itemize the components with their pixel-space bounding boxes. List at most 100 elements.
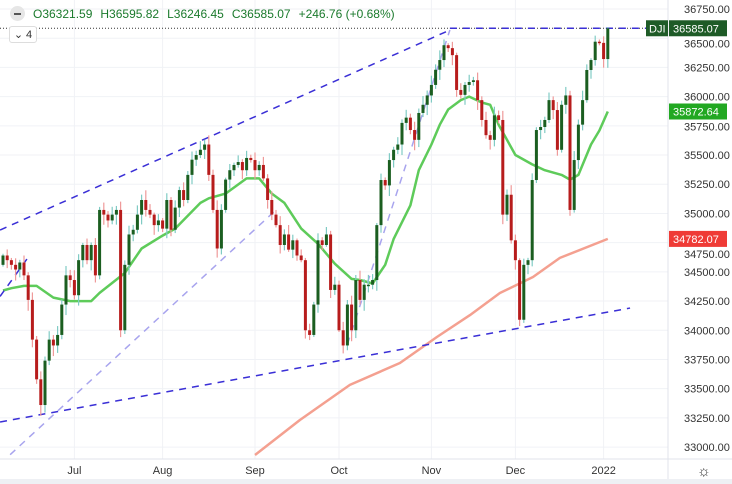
candle-body <box>287 234 291 250</box>
candle <box>249 154 253 163</box>
trendline <box>0 307 631 423</box>
candle-body <box>539 126 543 131</box>
candle-body <box>350 304 354 331</box>
candle-body <box>404 117 408 123</box>
candle <box>207 135 211 181</box>
candle <box>161 217 165 233</box>
candle <box>43 356 47 413</box>
candle <box>186 171 190 204</box>
candle-body <box>387 160 391 186</box>
candle-body <box>77 260 81 296</box>
time-axis-label: Oct <box>330 465 347 477</box>
candle <box>51 335 55 357</box>
candle <box>488 130 492 150</box>
candle-body <box>282 234 286 245</box>
candle <box>501 110 505 225</box>
candle <box>102 202 106 225</box>
candle <box>240 159 244 180</box>
candle-body <box>392 149 396 161</box>
candle <box>316 233 320 313</box>
candle <box>203 139 207 159</box>
candle <box>476 72 480 110</box>
price-axis-label: 33750.00 <box>684 354 730 366</box>
candle-body <box>152 214 156 226</box>
candle-body <box>274 214 278 226</box>
candle <box>555 101 559 156</box>
candle-body <box>455 55 459 90</box>
candle <box>581 90 585 131</box>
candle <box>602 36 606 68</box>
candle <box>446 43 450 52</box>
candle-body <box>236 162 240 165</box>
candle-body <box>43 360 47 406</box>
price-axis-label: 34500.00 <box>684 267 730 279</box>
candle <box>379 173 383 233</box>
candle-body <box>606 28 610 60</box>
candle <box>463 82 467 105</box>
price-axis-label: 33000.00 <box>684 442 730 454</box>
candle <box>329 230 333 299</box>
candle-body <box>89 244 93 261</box>
candle-body <box>9 260 13 265</box>
candle-body <box>518 260 522 320</box>
change-value: +246.76 (+0.68%) <box>298 6 395 21</box>
candle <box>429 75 433 103</box>
ma-short-tag-bg <box>669 103 727 120</box>
candle <box>156 214 160 232</box>
candle <box>253 152 257 179</box>
candle <box>497 110 501 124</box>
candle-body <box>324 234 328 245</box>
candle-body <box>169 200 173 230</box>
candle <box>350 295 354 342</box>
candle-body <box>93 244 97 276</box>
candle <box>98 206 102 280</box>
candle <box>68 269 72 288</box>
candle <box>362 279 366 311</box>
candle <box>39 371 43 416</box>
candle-body <box>589 60 593 70</box>
candle <box>408 113 412 135</box>
candle-body <box>131 229 135 235</box>
candle <box>450 41 454 66</box>
candle-body <box>488 135 492 140</box>
candle <box>358 270 362 305</box>
candle <box>274 209 278 228</box>
candle-body <box>81 244 85 261</box>
candle <box>513 234 517 270</box>
candle-body <box>72 280 76 296</box>
candle-body <box>119 209 123 331</box>
candle-body <box>329 234 333 290</box>
candle-body <box>480 100 484 120</box>
candle-body <box>400 122 404 145</box>
candle <box>106 211 110 228</box>
high-value: H36595.82 <box>100 6 160 21</box>
candle-body <box>341 330 345 346</box>
candle-body <box>190 159 194 175</box>
candle <box>14 258 18 281</box>
candle <box>606 27 610 68</box>
candle-body <box>299 255 303 261</box>
settings-gear-icon[interactable]: ☼ <box>697 463 711 480</box>
candle-body <box>207 144 211 175</box>
time-axis-label: Dec <box>506 465 526 477</box>
candle-body <box>568 95 572 210</box>
candle-body <box>442 45 446 61</box>
hide-legend-button[interactable] <box>10 6 25 21</box>
candle <box>534 127 538 184</box>
candle <box>585 64 589 103</box>
candle-body <box>26 275 30 300</box>
indicators-toggle-button[interactable]: ⌄ 4 <box>9 26 37 43</box>
symbol-tag-bg <box>646 20 668 37</box>
candle-body <box>245 157 249 171</box>
candle-body <box>383 180 387 186</box>
candle <box>236 155 240 168</box>
candle <box>85 238 89 265</box>
candle-body <box>597 41 601 44</box>
candle-body <box>492 115 496 140</box>
candle <box>492 106 496 147</box>
candle <box>442 39 446 68</box>
time-axis-label: Aug <box>153 465 173 477</box>
candle-body <box>312 304 316 335</box>
candle-body <box>413 130 417 140</box>
